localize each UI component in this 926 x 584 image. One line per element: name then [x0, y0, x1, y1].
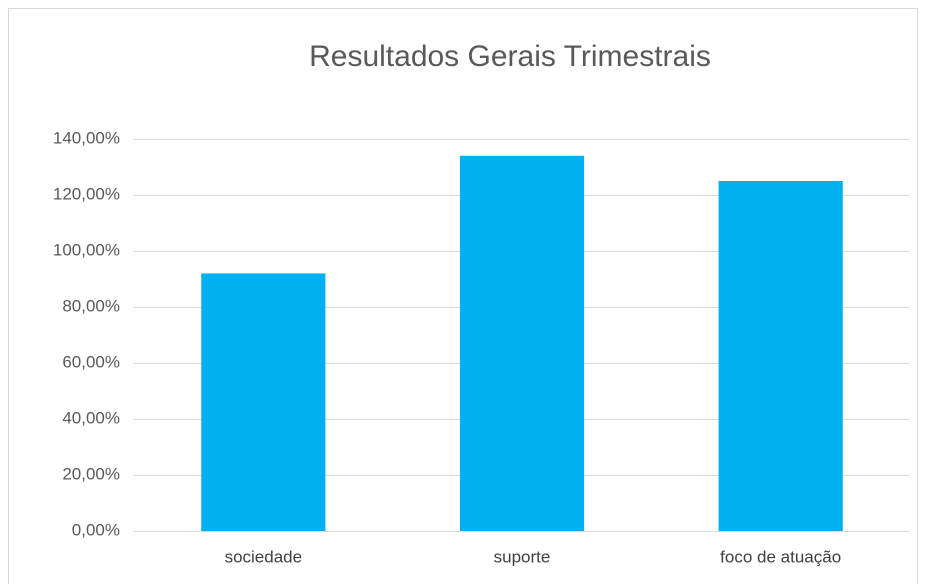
y-tick-label: 20,00% [62, 464, 120, 483]
x-tick-label: suporte [494, 547, 551, 566]
x-tick-label: foco de atuação [720, 547, 841, 566]
y-tick-label: 120,00% [53, 184, 120, 203]
x-tick-label: sociedade [225, 547, 303, 566]
bar [201, 273, 326, 531]
y-tick-label: 140,00% [53, 128, 120, 147]
bar [718, 181, 843, 531]
y-tick-label: 40,00% [62, 408, 120, 427]
y-tick-label: 60,00% [62, 352, 120, 371]
bar [459, 155, 585, 532]
y-tick-label: 0,00% [72, 520, 120, 539]
y-tick-label: 80,00% [62, 296, 120, 315]
y-tick-label: 100,00% [53, 240, 120, 259]
chart-title: Resultados Gerais Trimestrais [309, 40, 711, 73]
